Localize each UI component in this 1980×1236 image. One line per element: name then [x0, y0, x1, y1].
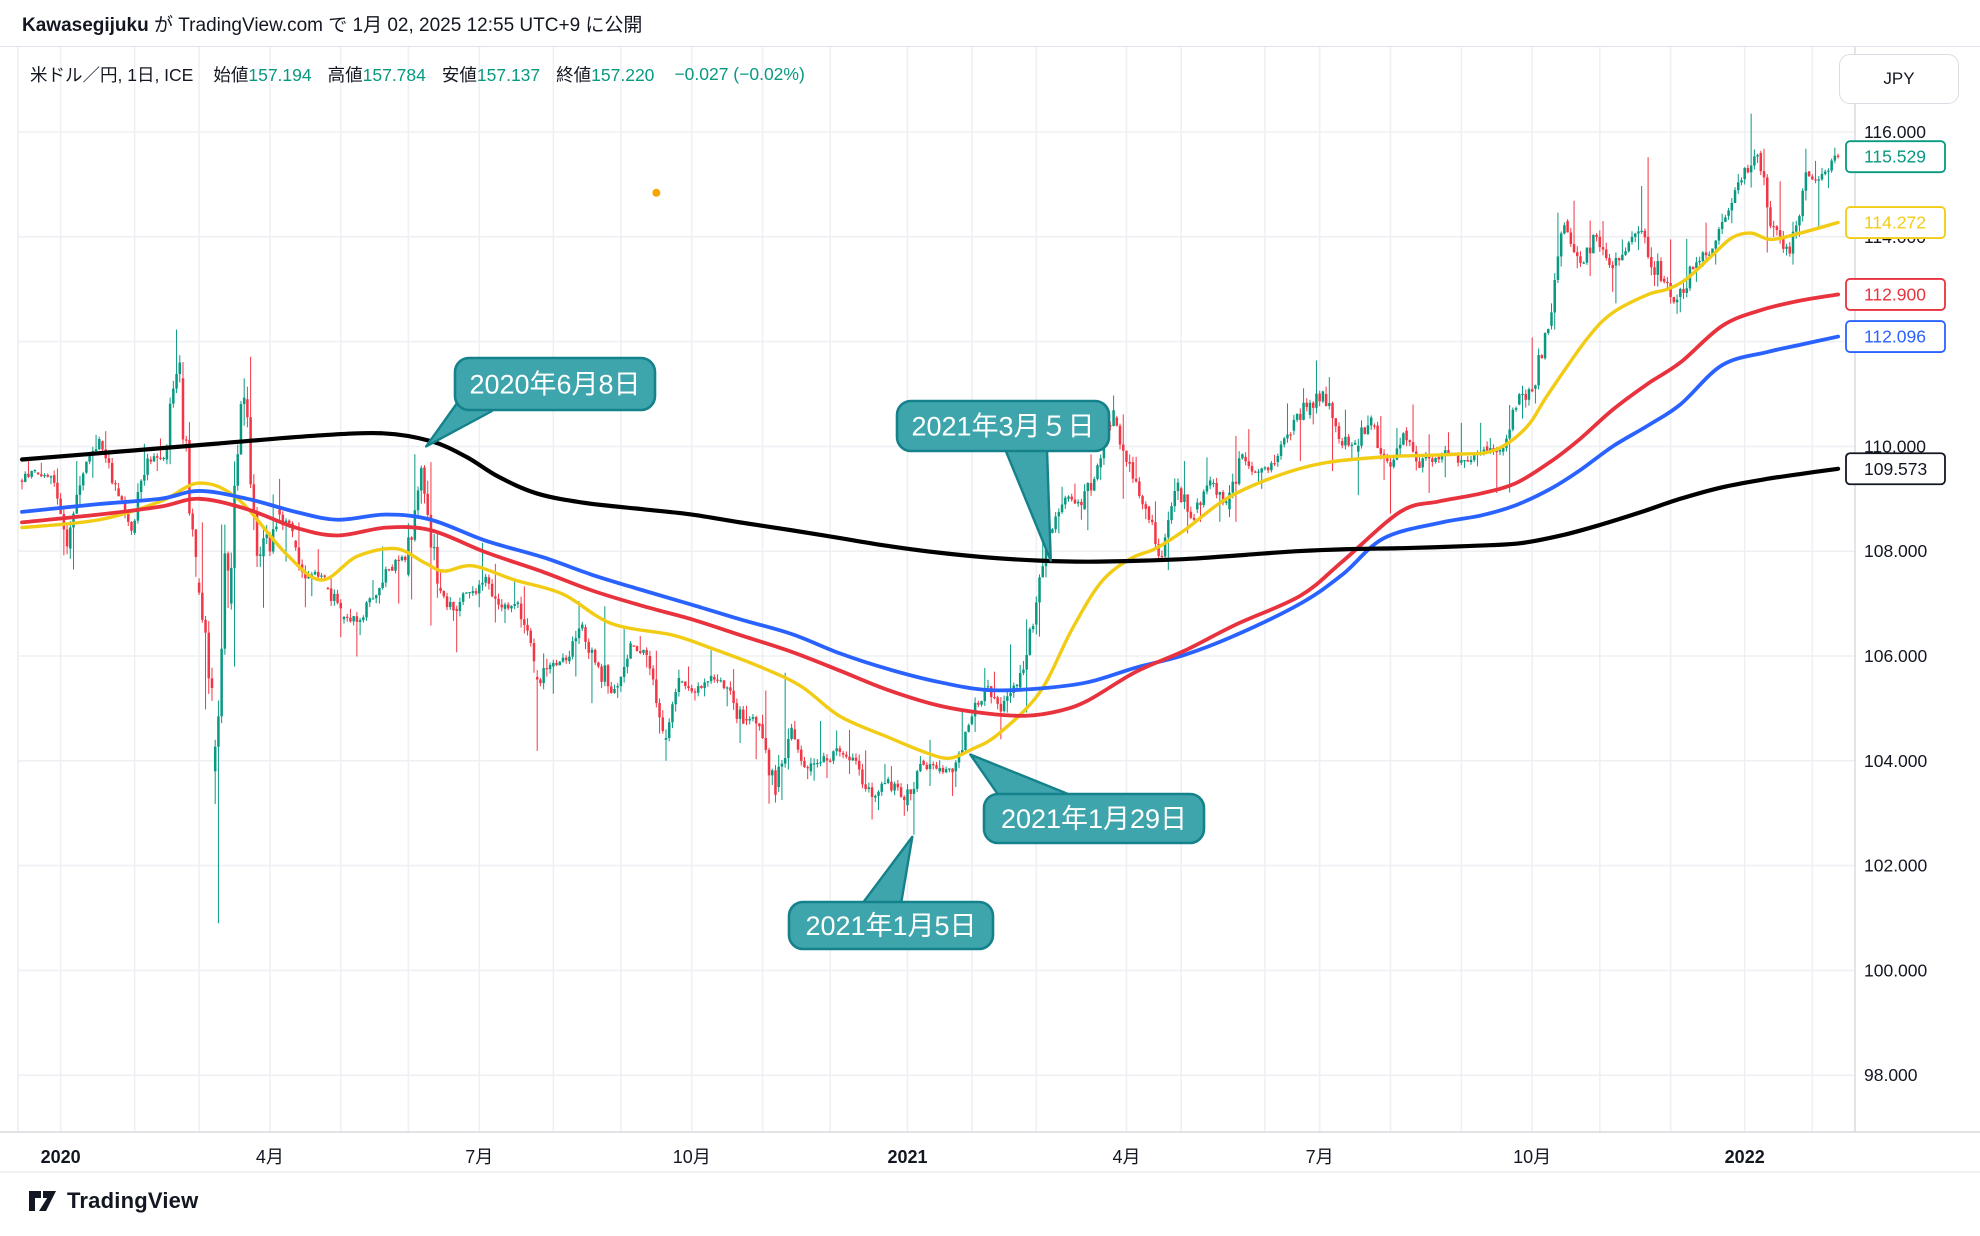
grid-lines	[17, 46, 1855, 1132]
symbol-legend: 米ドル／円, 1日, ICE 始値157.194 高値157.784 安値157…	[30, 62, 805, 87]
x-axis-tick-label: 7月	[465, 1147, 493, 1167]
open-label: 始値	[213, 65, 249, 85]
legend-close: 終値157.220	[556, 62, 654, 87]
open-value: 157.194	[248, 65, 312, 85]
ma-yellow-line	[20, 220, 1840, 760]
change-value: −0.027 (−0.02%)	[674, 64, 805, 84]
price-scale-box-label: 112.096	[1864, 327, 1926, 347]
date-callout-label: 2021年1月5日	[805, 911, 976, 941]
price-scale-box-label: 114.272	[1864, 213, 1926, 233]
date-callout-2: 2021年3月５日	[895, 399, 1111, 562]
date-callout-1: 2020年6月8日	[424, 356, 657, 448]
price-scale-box: 115.529	[1845, 140, 1946, 174]
date-callout-label: 2021年3月５日	[911, 412, 1094, 442]
legend-high: 高値157.784	[328, 62, 426, 87]
x-axis-tick-label: 4月	[1112, 1147, 1140, 1167]
y-axis-tick-label: 108.000	[1864, 541, 1928, 561]
price-scale-box: 112.096	[1845, 320, 1946, 353]
x-axis-tick-label: 2021	[887, 1147, 927, 1167]
close-label: 終値	[556, 65, 592, 85]
price-scale-box: 112.900	[1845, 278, 1946, 311]
low-value: 157.137	[476, 65, 541, 85]
x-axis-tick-label: 2020	[41, 1147, 81, 1167]
publisher-link[interactable]: Kawasegijuku	[22, 14, 149, 36]
y-axis-tick-label: 100.000	[1864, 960, 1928, 980]
ma-red-line	[20, 292, 1840, 718]
ma-blue-line	[20, 334, 1840, 693]
date-callout-4: 2021年1月5日	[787, 835, 995, 951]
candles	[20, 113, 1840, 924]
tradingview-brand-link[interactable]: TradingView	[67, 1188, 199, 1213]
y-axis-tick-label: 106.000	[1864, 646, 1928, 666]
currency-toggle-label: JPY	[1883, 69, 1915, 88]
legend-low: 安値157.137	[442, 62, 540, 87]
publish-info: Kawasegijuku が TradingView.com で 1月 02, …	[22, 10, 642, 37]
y-axis-tick-label: 98.000	[1864, 1065, 1918, 1085]
y-axis-tick-label: 104.000	[1864, 751, 1928, 771]
date-callout-3: 2021年1月29日	[969, 753, 1206, 845]
date-callout-label: 2020年6月8日	[469, 370, 640, 400]
y-axis-tick-label: 110.000	[1864, 436, 1926, 456]
high-value: 157.784	[362, 65, 426, 85]
y-axis-tick-label: 116.000	[1864, 122, 1926, 142]
low-label: 安値	[441, 65, 477, 85]
tradingview-logo-icon	[29, 1191, 56, 1211]
currency-toggle-button[interactable]: JPY	[1839, 54, 1959, 104]
date-callout-label: 2021年1月29日	[1001, 804, 1187, 834]
close-value: 157.220	[591, 65, 655, 85]
price-scale-box-label: 112.900	[1864, 284, 1926, 304]
price-scale-box: 109.573	[1845, 452, 1946, 486]
publish-header: Kawasegijuku が TradingView.com で 1月 02, …	[0, 0, 1980, 47]
x-axis-tick-label: 4月	[256, 1147, 284, 1167]
publish-info-suffix: が TradingView.com で 1月 02, 2025 12:55 UT…	[148, 14, 643, 36]
axes: 20204月7月10月20214月7月10月2022116.000114.000…	[0, 46, 1980, 1173]
price-scale-box-label: 115.529	[1864, 147, 1926, 167]
x-axis-tick-label: 10月	[1513, 1147, 1551, 1167]
footer: TradingView	[28, 1188, 198, 1214]
y-axis-tick-label: 102.000	[1864, 856, 1928, 876]
x-axis-tick-label: 2022	[1725, 1147, 1765, 1167]
symbol-title: 米ドル／円, 1日, ICE	[30, 65, 194, 85]
legend-open: 始値157.194	[213, 62, 311, 87]
orange-marker-dot	[652, 188, 661, 197]
price-scale-box-label: 109.573	[1864, 459, 1927, 479]
x-axis-tick-label: 7月	[1306, 1147, 1334, 1167]
x-axis-tick-label: 10月	[673, 1147, 711, 1167]
ma-black-line	[19, 430, 1841, 564]
high-label: 高値	[327, 65, 363, 85]
price-scale-box: 114.272	[1845, 206, 1946, 239]
